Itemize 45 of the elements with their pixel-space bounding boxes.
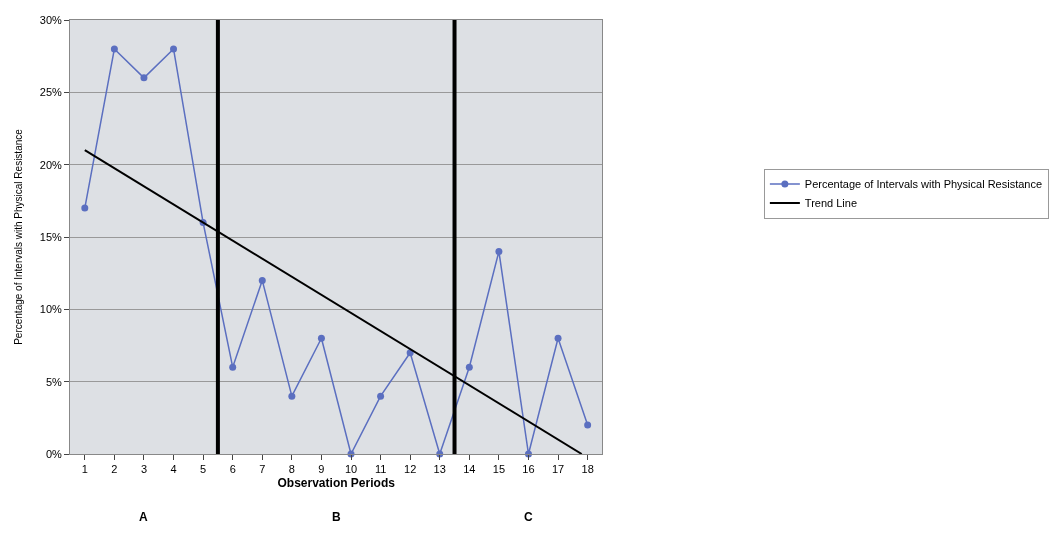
x-tick-label: 5 [200, 463, 207, 476]
x-tick-label: 14 [463, 463, 476, 476]
y-tick-label: 30% [39, 13, 62, 26]
point [495, 247, 503, 255]
y-tick-label: 10% [39, 303, 62, 316]
point [81, 204, 89, 212]
y-tick-label: 20% [39, 158, 62, 171]
point [258, 276, 266, 284]
x-tick-label: 10 [344, 463, 358, 476]
point [377, 392, 385, 400]
x-tick-label: 1 [81, 463, 88, 476]
x-tick-label: 11 [374, 463, 387, 476]
text: A [139, 510, 148, 524]
point [465, 363, 473, 371]
x-tick-label: 2 [111, 463, 118, 476]
point [170, 45, 178, 53]
point [584, 421, 592, 429]
x-tick-label: 3 [140, 463, 148, 476]
x-axis-title: Observation Periods [277, 476, 396, 491]
x-tick-label: 9 [318, 463, 325, 476]
x-tick-label: 7 [259, 463, 266, 476]
text: B [332, 510, 341, 524]
x-tick-label: 16 [522, 463, 535, 476]
point [317, 334, 325, 342]
legend-label: Trend Line [804, 197, 858, 210]
x-tick-label: 8 [288, 463, 295, 476]
point [288, 392, 296, 400]
legend-label: Percentage of Intervals with Physical Resistance [804, 178, 1043, 191]
x-tick-label: 13 [433, 463, 446, 476]
y-tick-label: 5% [45, 375, 63, 388]
point [110, 45, 118, 53]
x-tick-label: 18 [581, 463, 594, 476]
point [140, 74, 148, 82]
y-tick-label: 25% [39, 86, 62, 99]
x-tick-label: 4 [170, 463, 177, 476]
text: C [524, 510, 533, 524]
x-tick-label: 17 [551, 463, 565, 476]
x-tick-label: 12 [404, 463, 417, 476]
point [229, 363, 237, 371]
y-tick-label: 0% [45, 447, 63, 460]
y-axis-title: Percentage of Intervals with Physical Resistance [12, 128, 24, 345]
x-tick-label: 15 [492, 463, 506, 476]
x-tick-label: 6 [229, 463, 236, 476]
y-tick-label: 15% [39, 230, 62, 243]
point [554, 334, 562, 342]
